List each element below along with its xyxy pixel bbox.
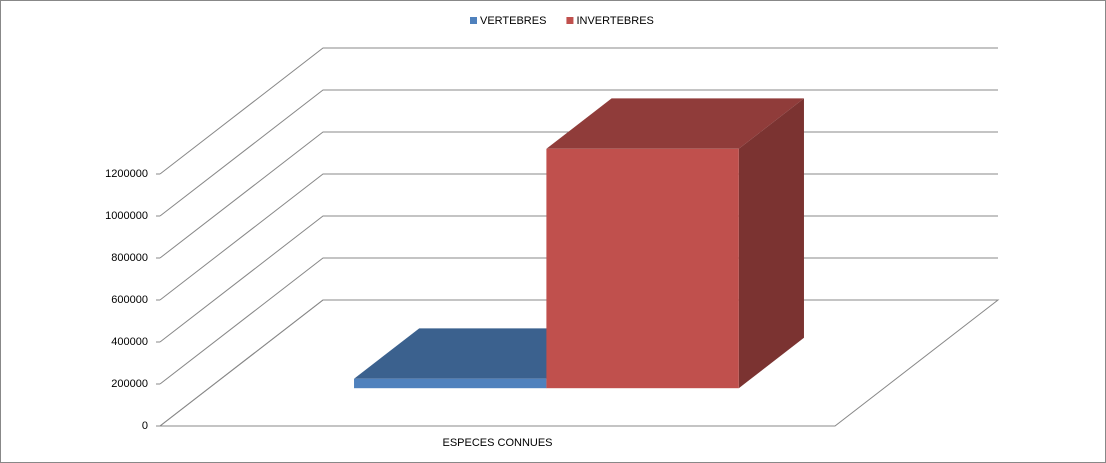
bar (354, 378, 547, 389)
y-tick-label: 400000 (111, 336, 148, 348)
legend-swatch (470, 17, 477, 24)
legend-label: INVERTEBRES (576, 15, 653, 27)
legend-swatch (566, 17, 574, 24)
bar (546, 148, 739, 389)
y-tick-label: 600000 (111, 294, 148, 306)
grid-line (159, 89, 998, 217)
bar-side (738, 98, 804, 389)
bar-top (546, 98, 804, 149)
grid-line (159, 47, 998, 175)
y-tick-label: 0 (142, 420, 148, 432)
y-tick-label: 200000 (111, 378, 148, 390)
y-tick-label: 1200000 (105, 168, 148, 180)
x-tick-label: ESPECES CONNUES (442, 437, 552, 449)
legend-label: VERTEBRES (480, 15, 546, 27)
y-tick-label: 1000000 (105, 210, 148, 222)
y-tick-label: 800000 (111, 252, 148, 264)
